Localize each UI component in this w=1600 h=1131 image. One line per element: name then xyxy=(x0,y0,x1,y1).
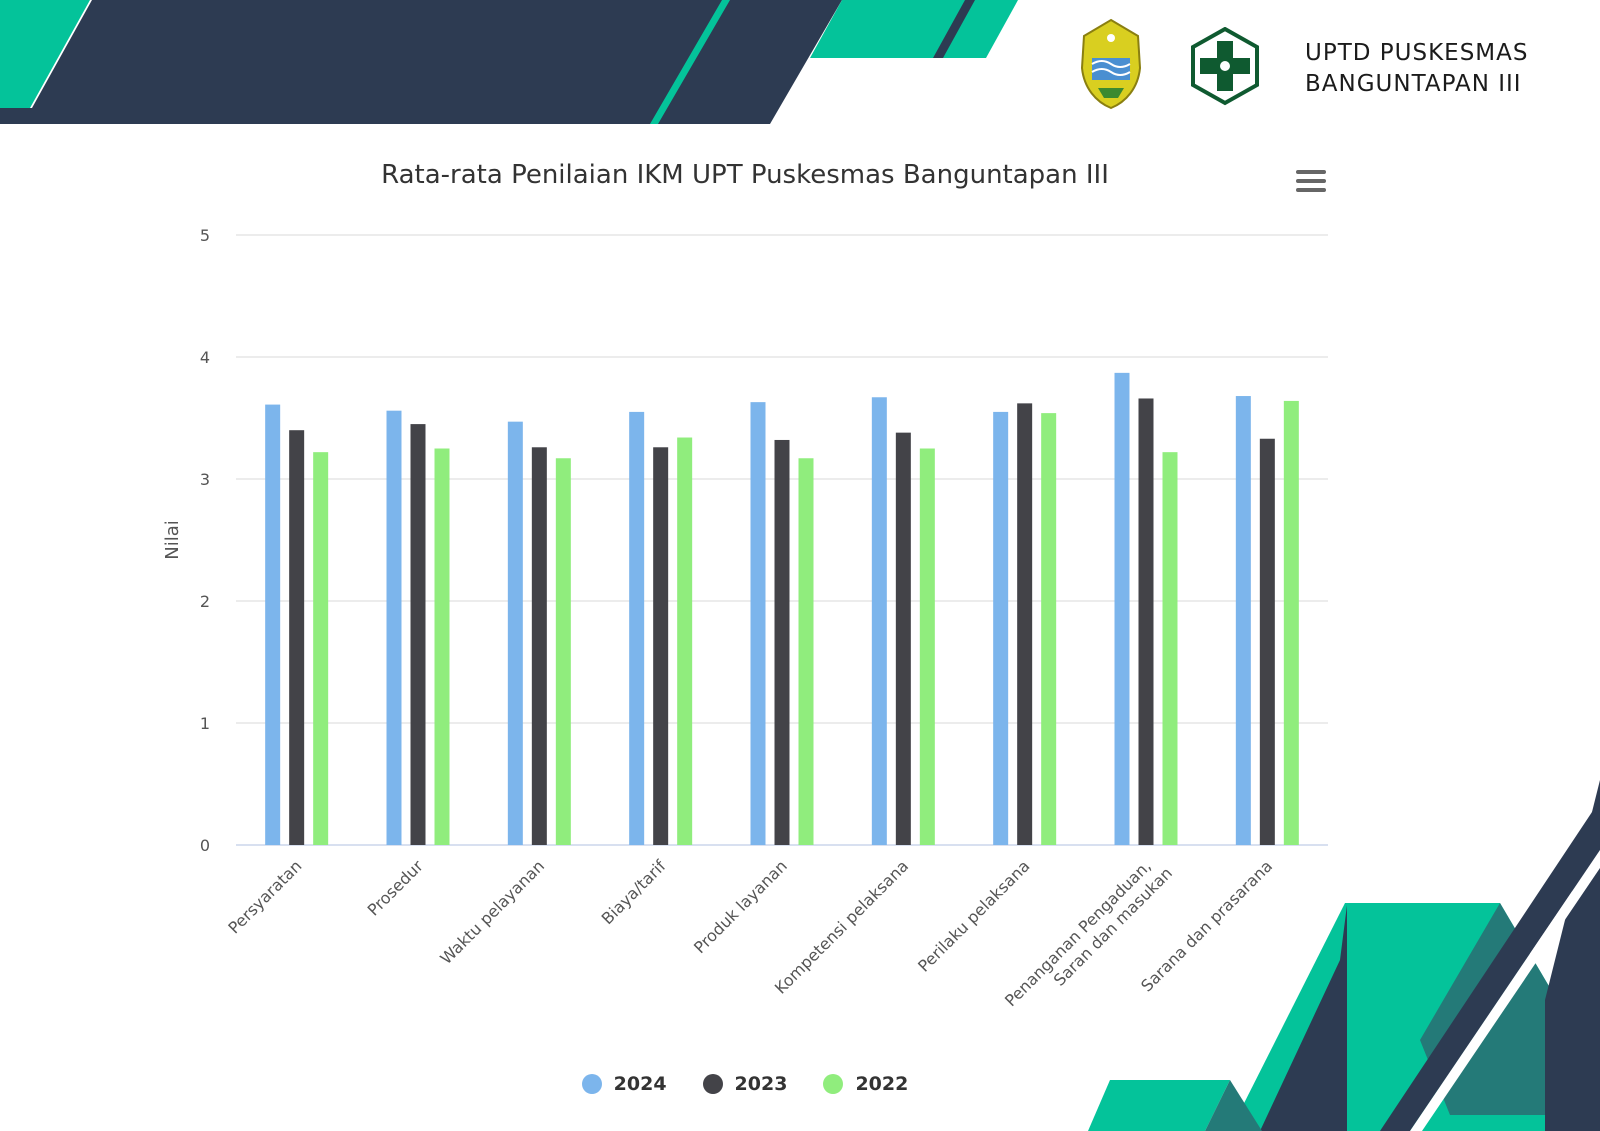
chart-menu-button[interactable] xyxy=(1296,170,1326,194)
org-name-line1: UPTD PUSKESMAS xyxy=(1305,40,1529,66)
y-tick-label: 5 xyxy=(200,226,210,245)
bar-2023[interactable] xyxy=(289,430,305,845)
bar-2022[interactable] xyxy=(313,452,329,845)
y-tick-label: 2 xyxy=(200,592,210,611)
bar-2023[interactable] xyxy=(653,447,669,845)
legend-item-2022[interactable]: 2022 xyxy=(823,1073,908,1095)
corner-navy-stripe xyxy=(1380,800,1600,1131)
bar-2024[interactable] xyxy=(1114,372,1130,845)
bar-2022[interactable] xyxy=(1283,400,1299,845)
legend-marker xyxy=(581,1074,602,1094)
org-name-line2: BANGUNTAPAN III xyxy=(1305,71,1522,97)
bar-2023[interactable] xyxy=(531,447,547,845)
bar-2024[interactable] xyxy=(1235,396,1251,845)
x-tick-label: Kompetensi pelaksana xyxy=(771,856,912,997)
x-tick-label: Produk layanan xyxy=(690,856,791,957)
bar-2024[interactable] xyxy=(993,411,1009,845)
bar-2022[interactable] xyxy=(677,437,693,845)
bar-2022[interactable] xyxy=(555,458,571,845)
bar-2023[interactable] xyxy=(774,439,790,845)
bar-2024[interactable] xyxy=(507,421,523,845)
bar-2024[interactable] xyxy=(265,404,281,845)
y-tick-label: 1 xyxy=(200,714,210,733)
legend-item-2024[interactable]: 2024 xyxy=(581,1073,667,1095)
x-tick-label: Prosedur xyxy=(364,856,428,920)
chart-title: Rata-rata Penilaian IKM UPT Puskesmas Ba… xyxy=(381,160,1109,190)
legend-label: 2023 xyxy=(734,1073,788,1095)
bar-2023[interactable] xyxy=(1017,403,1033,845)
x-tick-label: Persyaratan xyxy=(224,856,305,937)
banner-teal-left xyxy=(0,0,90,108)
legend-item-2023[interactable]: 2023 xyxy=(702,1073,788,1095)
bar-2022[interactable] xyxy=(1162,452,1178,845)
bar-2024[interactable] xyxy=(386,410,402,845)
banner-navy xyxy=(0,0,842,124)
bar-2022[interactable] xyxy=(919,448,935,846)
legend-label: 2022 xyxy=(855,1073,909,1095)
bar-2023[interactable] xyxy=(410,424,426,845)
legend-marker xyxy=(823,1074,844,1094)
organization-name: UPTD PUSKESMAS BANGUNTAPAN III xyxy=(1305,38,1528,100)
y-tick-label: 4 xyxy=(200,348,210,367)
legend-label: 2024 xyxy=(613,1073,667,1095)
bar-2024[interactable] xyxy=(871,397,887,845)
corner-navy-diag xyxy=(1260,905,1347,1131)
corner-dark-bottom xyxy=(1205,1080,1262,1131)
banner-teal-stripe xyxy=(650,0,730,124)
banner-navy-stripe xyxy=(933,0,975,58)
bar-2022[interactable] xyxy=(1041,413,1057,845)
legend-marker xyxy=(702,1074,723,1094)
menu-icon xyxy=(1296,170,1326,174)
corner-teal-bottom xyxy=(1088,1080,1230,1131)
chart-legend: 2024 2023 2022 xyxy=(0,1073,1490,1095)
puskesmas-cross-icon xyxy=(1191,27,1259,106)
bar-2023[interactable] xyxy=(1138,398,1154,845)
regional-emblem-icon xyxy=(1080,18,1142,110)
y-axis-label: Nilai xyxy=(162,520,183,560)
bar-2024[interactable] xyxy=(629,411,645,845)
bar-2024[interactable] xyxy=(750,402,766,845)
x-tick-label: Waktu pelayanan xyxy=(436,856,548,968)
bar-2023[interactable] xyxy=(1259,438,1275,845)
x-tick-label: Biaya/tarif xyxy=(598,856,670,928)
corner-white-stripe xyxy=(1410,850,1600,1131)
bar-2022[interactable] xyxy=(798,458,814,845)
y-tick-label: 3 xyxy=(200,470,210,489)
bar-2022[interactable] xyxy=(434,448,450,846)
x-tick-label: Perilaku pelaksana xyxy=(914,856,1033,975)
bar-2023[interactable] xyxy=(895,432,911,845)
y-tick-label: 0 xyxy=(200,836,210,855)
